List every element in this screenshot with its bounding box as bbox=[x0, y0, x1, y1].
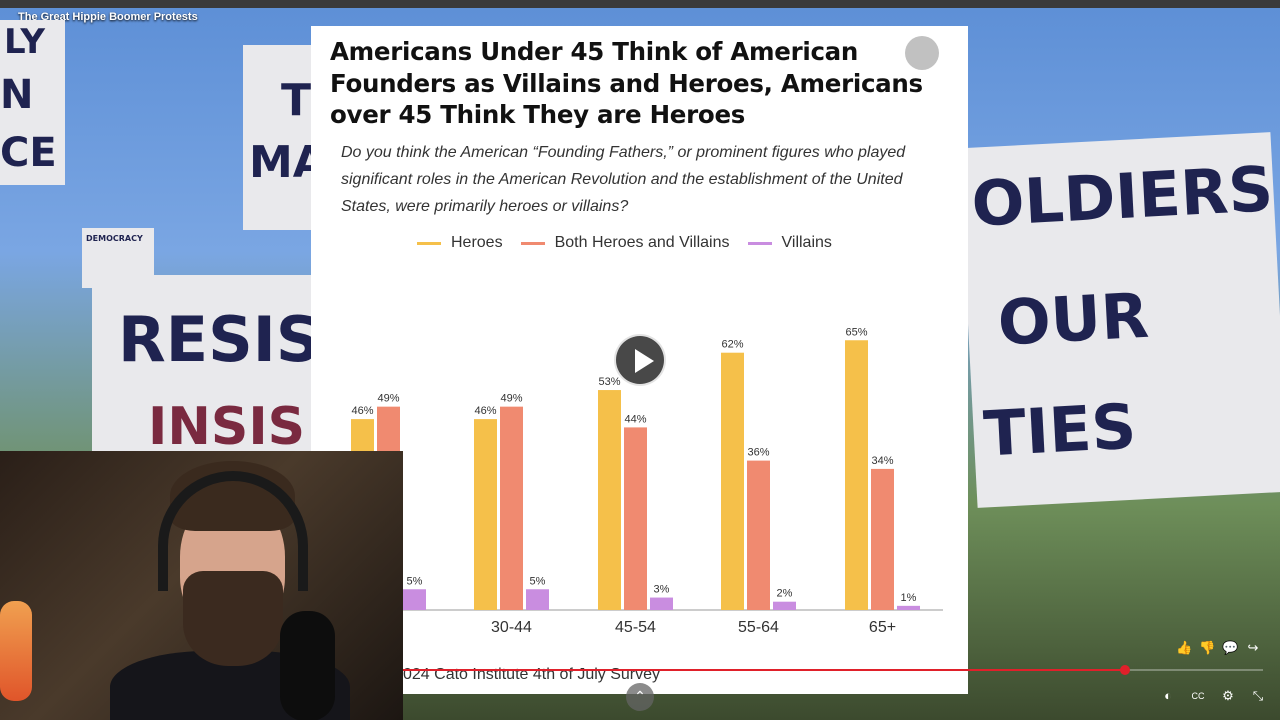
sign-line: MA bbox=[249, 137, 313, 188]
legend-label-both: Both Heroes and Villains bbox=[554, 234, 730, 251]
legend-swatch-heroes bbox=[417, 241, 441, 245]
comment-icon[interactable]: 💬 bbox=[1222, 640, 1239, 655]
protest-sign-soldiers: OLDIERS OUR TIES bbox=[958, 132, 1280, 508]
legend-label-heroes: Heroes bbox=[451, 234, 503, 251]
sign-line: CE bbox=[0, 130, 57, 176]
bar-value-label: 2% bbox=[777, 588, 793, 600]
protest-sign-left-mid: T MA bbox=[243, 45, 313, 230]
toggle-icon[interactable]: ◐ bbox=[1164, 688, 1172, 703]
bar-value-label: 1% bbox=[901, 592, 917, 604]
bar bbox=[773, 601, 796, 610]
bar-value-label: 65% bbox=[845, 326, 867, 338]
bar-value-label: 49% bbox=[377, 393, 399, 405]
legend-item-both: Both Heroes and Villains bbox=[520, 234, 730, 252]
bar-value-label: 49% bbox=[500, 393, 522, 405]
captions-icon[interactable]: CC bbox=[1191, 691, 1205, 701]
survey-question: Do you think the American “Founding Fath… bbox=[341, 144, 906, 215]
bar bbox=[526, 589, 549, 610]
fullscreen-icon[interactable]: ⤡ bbox=[1252, 688, 1264, 703]
bar-value-label: 46% bbox=[474, 405, 496, 417]
x-tick-label: 55-64 bbox=[738, 619, 779, 636]
bar bbox=[474, 419, 497, 610]
bar bbox=[897, 605, 920, 610]
headphones bbox=[158, 471, 308, 591]
chevron-up-icon[interactable]: ⌃ bbox=[626, 683, 654, 711]
bar-value-label: 34% bbox=[871, 455, 893, 467]
x-tick-label: 45-54 bbox=[615, 619, 656, 636]
bar-value-label: 44% bbox=[624, 413, 646, 425]
settings-icon[interactable]: ⚙ bbox=[1222, 688, 1234, 703]
like-icon[interactable]: 👍 bbox=[1176, 640, 1193, 655]
progress-fill bbox=[403, 669, 1126, 671]
sign-line: TIES bbox=[981, 389, 1138, 471]
sign-line: DEMOCRACY bbox=[86, 234, 143, 243]
plush-toy bbox=[0, 601, 32, 701]
bar bbox=[403, 589, 426, 610]
share-icon[interactable]: ↪ bbox=[1247, 640, 1259, 655]
bar bbox=[747, 460, 770, 610]
bar-value-label: 53% bbox=[598, 376, 620, 388]
bottom-controls: ◐ CC ⚙ ⤡ bbox=[1160, 688, 1266, 704]
protest-sign-left-top: LY N CE bbox=[0, 20, 65, 185]
corner-button[interactable] bbox=[905, 36, 939, 70]
progress-scrubber[interactable] bbox=[1120, 665, 1131, 675]
bar bbox=[721, 352, 744, 610]
bar-value-label: 46% bbox=[351, 405, 373, 417]
legend-item-heroes: Heroes bbox=[417, 234, 503, 252]
webcam-overlay bbox=[0, 451, 403, 720]
x-tick-label: 65+ bbox=[869, 619, 896, 636]
bar bbox=[500, 406, 523, 610]
sign-line: OUR bbox=[996, 278, 1151, 360]
bar bbox=[650, 597, 673, 610]
bar-value-label: 36% bbox=[747, 447, 769, 459]
sign-line: T bbox=[281, 75, 312, 126]
x-tick-label: 30-44 bbox=[491, 619, 532, 636]
chart-legend: Heroes Both Heroes and Villains Villains bbox=[417, 234, 832, 252]
legend-swatch-villains bbox=[747, 241, 772, 245]
top-bar bbox=[0, 0, 1280, 8]
sign-line: INSIS bbox=[148, 397, 306, 453]
microphone bbox=[280, 611, 335, 720]
protest-sign-resist: RESIS INSIS bbox=[92, 275, 312, 453]
bar bbox=[598, 390, 621, 610]
bar bbox=[624, 427, 647, 610]
sign-line: RESIS bbox=[118, 303, 312, 376]
bar bbox=[845, 340, 868, 610]
bar-value-label: 62% bbox=[721, 339, 743, 351]
legend-item-villains: Villains bbox=[747, 234, 832, 252]
sign-line: LY bbox=[4, 22, 45, 62]
dislike-icon[interactable]: 👎 bbox=[1199, 640, 1216, 655]
play-button[interactable] bbox=[614, 334, 666, 386]
legend-swatch-both bbox=[520, 241, 545, 245]
reaction-controls: 👍 👎 💬 ↪ bbox=[1176, 640, 1261, 656]
bar-value-label: 5% bbox=[407, 575, 423, 587]
bar-value-label: 3% bbox=[654, 584, 670, 596]
bar bbox=[871, 468, 894, 610]
sign-line: OLDIERS bbox=[969, 152, 1275, 241]
legend-label-villains: Villains bbox=[781, 234, 832, 251]
sign-line: N bbox=[0, 72, 34, 118]
bar-value-label: 5% bbox=[530, 575, 546, 587]
slide-title: Americans Under 45 Think of American Fou… bbox=[330, 37, 923, 129]
